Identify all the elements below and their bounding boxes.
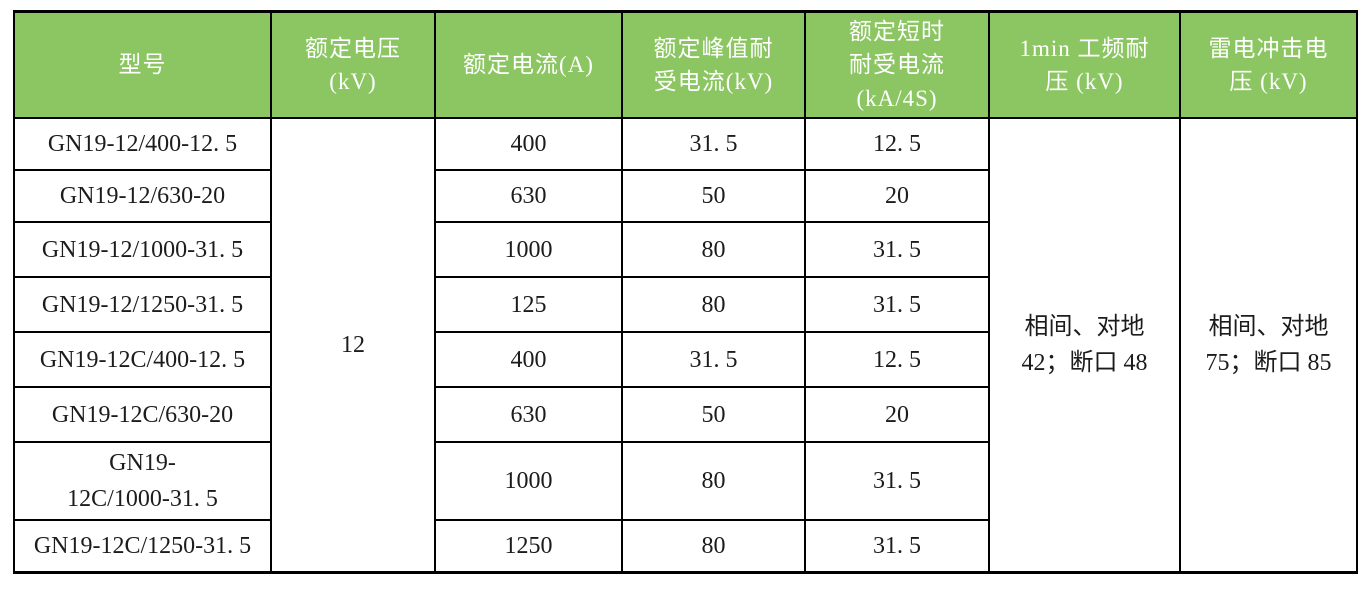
peak-cell: 80 (621, 441, 806, 521)
table-row: GN19-12/1000-31. 5 1000 80 31. 5 (13, 221, 1357, 278)
short-time-cell: 31. 5 (804, 276, 990, 333)
current-cell: 630 (434, 386, 623, 443)
header-power-frequency: 1min 工频耐 压 (kV) (988, 10, 1181, 119)
short-time-cell: 12. 5 (804, 331, 990, 388)
lightning-impulse-merged-cell: 相间、对地 75；断口 85 (1179, 117, 1358, 573)
header-peak-withstand: 额定峰值耐 受电流(kV) (621, 10, 806, 119)
table-row: GN19-12C/630-20 630 50 20 (13, 386, 1357, 443)
peak-cell: 31. 5 (621, 331, 806, 388)
peak-cell: 50 (621, 169, 806, 223)
table-row: GN19-12/400-12. 5 12 400 31. 5 12. 5 相间、… (13, 117, 1358, 573)
table-row: GN19- 12C/1000-31. 5 1000 80 31. 5 (13, 441, 1357, 521)
model-cell: GN19-12/1000-31. 5 (13, 221, 272, 278)
model-cell: GN19-12/400-12. 5 (13, 117, 272, 171)
current-cell: 1000 (434, 441, 623, 521)
header-model: 型号 (13, 10, 272, 119)
header-short-time-withstand: 额定短时 耐受电流 (kA/4S) (804, 10, 990, 119)
spec-table-container: 型号 额定电压 (kV) 额定电流(A) 额定峰值耐 受电流(kV) 额定短时 … (13, 10, 1358, 574)
current-cell: 630 (434, 169, 623, 223)
model-cell: GN19-12/630-20 (13, 169, 272, 223)
table-row: GN19-12/1250-31. 5 125 80 31. 5 (13, 276, 1357, 333)
model-cell: GN19-12C/400-12. 5 (13, 331, 272, 388)
current-cell: 1000 (434, 221, 623, 278)
peak-cell: 80 (621, 221, 806, 278)
current-cell: 400 (434, 117, 623, 171)
current-cell: 400 (434, 331, 623, 388)
model-cell: GN19-12C/630-20 (13, 386, 272, 443)
short-time-cell: 31. 5 (804, 441, 990, 521)
model-cell: GN19-12/1250-31. 5 (13, 276, 272, 333)
current-cell: 1250 (434, 519, 623, 573)
peak-cell: 80 (621, 276, 806, 333)
peak-cell: 31. 5 (621, 117, 806, 171)
peak-cell: 80 (621, 519, 806, 573)
power-frequency-merged-cell: 相间、对地 42；断口 48 (988, 117, 1181, 573)
rated-voltage-merged-cell: 12 (270, 117, 436, 573)
short-time-cell: 31. 5 (804, 221, 990, 278)
peak-cell: 50 (621, 386, 806, 443)
table-row: GN19-12C/400-12. 5 400 31. 5 12. 5 (13, 331, 1357, 388)
header-rated-voltage: 额定电压 (kV) (270, 10, 436, 119)
header-lightning-impulse: 雷电冲击电 压 (kV) (1179, 10, 1358, 119)
table-row: GN19-12/630-20 630 50 20 (13, 169, 1357, 223)
model-cell: GN19- 12C/1000-31. 5 (13, 441, 272, 521)
header-rated-current: 额定电流(A) (434, 10, 623, 119)
table-row: GN19-12C/1250-31. 5 1250 80 31. 5 (13, 519, 1357, 573)
short-time-cell: 20 (804, 169, 990, 223)
short-time-cell: 12. 5 (804, 117, 990, 171)
current-cell: 125 (434, 276, 623, 333)
short-time-cell: 31. 5 (804, 519, 990, 573)
header-row: 型号 额定电压 (kV) 额定电流(A) 额定峰值耐 受电流(kV) 额定短时 … (13, 10, 1358, 119)
model-cell: GN19-12C/1250-31. 5 (13, 519, 272, 573)
spec-table: 型号 额定电压 (kV) 额定电流(A) 额定峰值耐 受电流(kV) 额定短时 … (13, 10, 1358, 574)
short-time-cell: 20 (804, 386, 990, 443)
